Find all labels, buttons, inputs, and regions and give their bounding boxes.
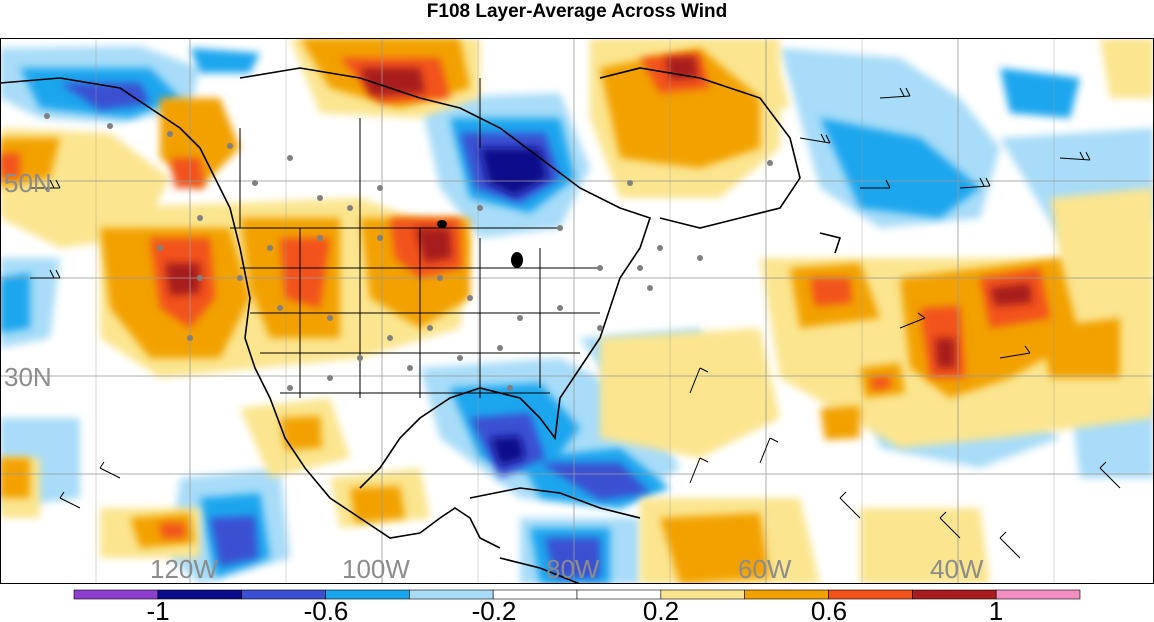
colorbar-boxes <box>73 589 1081 600</box>
wind-barbs <box>30 87 1121 559</box>
colorbar-box <box>995 589 1081 600</box>
colorbar-label-neg0-6: -0.6 <box>304 596 349 622</box>
anomaly-field <box>0 38 1154 584</box>
map-title: F108 Layer-Average Across Wind <box>426 1 728 22</box>
colorbar-label-0-2: 0.2 <box>643 596 679 622</box>
lon-label-120w: 120W <box>150 554 218 584</box>
colorbar: -1 -0.6 -0.2 0.2 0.6 1 <box>73 589 1081 622</box>
lon-label-60w: 60W <box>738 554 792 584</box>
state-borders <box>230 78 600 398</box>
colorbar-box <box>157 589 242 600</box>
great-lakes <box>437 220 523 268</box>
coastlines <box>0 67 842 584</box>
lat-label-50n: 50N <box>4 168 52 198</box>
colorbar-label-1: 1 <box>989 596 1003 622</box>
colorbar-label-neg1: -1 <box>146 596 169 622</box>
lon-label-100w: 100W <box>342 554 410 584</box>
colorbar-label-0-6: 0.6 <box>811 596 847 622</box>
lon-label-80w: 80W <box>546 554 600 584</box>
lat-label-30n: 30N <box>4 362 52 392</box>
colorbar-box <box>73 589 159 600</box>
colorbar-box <box>912 589 997 600</box>
map-panel: 50N 30N 120W 100W 80W 60W 40W <box>0 38 1154 584</box>
graticule <box>0 38 1154 584</box>
station-dots <box>44 113 773 391</box>
colorbar-label-neg0-2: -0.2 <box>472 596 517 622</box>
lon-label-40w: 40W <box>930 554 984 584</box>
